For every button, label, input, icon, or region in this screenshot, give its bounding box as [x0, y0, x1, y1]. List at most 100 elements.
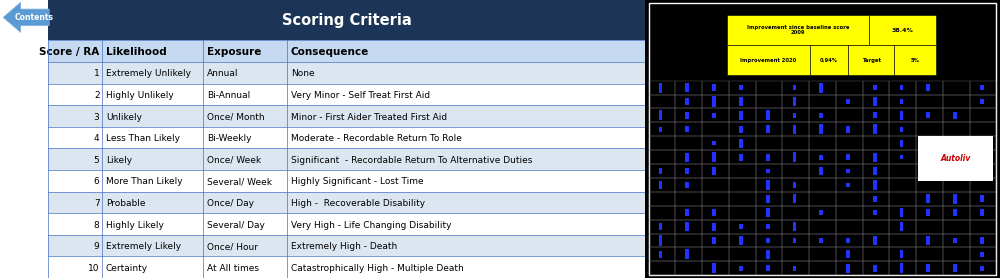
Bar — [836, 206, 863, 220]
Bar — [649, 108, 675, 122]
Bar — [926, 112, 930, 118]
Bar — [739, 85, 743, 90]
Bar — [727, 15, 869, 45]
Text: Once/ Week: Once/ Week — [207, 156, 261, 165]
Bar — [953, 167, 957, 175]
Bar — [809, 261, 836, 275]
Bar — [685, 126, 689, 132]
Bar — [659, 83, 662, 93]
Bar — [782, 95, 809, 108]
Bar — [766, 169, 770, 173]
Bar — [809, 206, 836, 220]
Bar — [48, 127, 645, 148]
Bar — [739, 126, 743, 133]
Bar — [980, 252, 984, 257]
Text: Autoliv: Autoliv — [940, 154, 971, 163]
Bar — [846, 183, 850, 187]
Bar — [980, 266, 984, 271]
Bar — [793, 266, 796, 271]
Bar — [712, 152, 716, 162]
Text: At All times: At All times — [207, 264, 259, 273]
Text: 7: 7 — [94, 199, 99, 208]
Bar — [943, 95, 970, 108]
Bar — [943, 108, 970, 122]
Bar — [756, 206, 782, 220]
Bar — [836, 136, 863, 150]
Bar — [702, 150, 729, 164]
Bar — [48, 105, 645, 127]
Bar — [819, 210, 823, 215]
Text: 5: 5 — [94, 156, 99, 165]
Bar — [916, 220, 943, 234]
Bar — [926, 153, 930, 161]
Bar — [712, 222, 716, 231]
Bar — [916, 178, 943, 192]
Bar — [793, 182, 796, 188]
Bar — [926, 264, 930, 272]
Text: Probable: Probable — [106, 199, 145, 208]
Bar — [916, 234, 943, 247]
Bar — [900, 208, 903, 217]
Bar — [873, 153, 877, 162]
Bar — [729, 81, 756, 95]
Bar — [953, 194, 957, 203]
Bar — [756, 164, 782, 178]
Bar — [702, 164, 729, 178]
Bar — [873, 85, 877, 90]
Text: Extremely Likely: Extremely Likely — [106, 242, 181, 251]
Bar — [659, 235, 662, 246]
Bar — [980, 99, 984, 104]
Bar — [926, 236, 930, 245]
Bar — [48, 256, 645, 278]
Bar — [894, 45, 936, 75]
Bar — [873, 97, 877, 106]
Bar — [729, 247, 756, 261]
Bar — [846, 99, 850, 104]
Bar — [756, 136, 782, 150]
Bar — [685, 168, 689, 174]
Text: Bi-Annual: Bi-Annual — [207, 91, 251, 100]
Bar — [782, 81, 809, 95]
Bar — [782, 122, 809, 136]
Bar — [943, 192, 970, 206]
Bar — [819, 155, 823, 160]
Polygon shape — [3, 2, 49, 33]
Bar — [970, 108, 996, 122]
Text: Once/ Hour: Once/ Hour — [207, 242, 258, 251]
Bar — [836, 150, 863, 164]
Bar — [729, 150, 756, 164]
Bar — [702, 122, 729, 136]
Text: Several/ Week: Several/ Week — [207, 177, 272, 186]
Bar — [863, 164, 889, 178]
Bar — [659, 181, 662, 189]
Bar — [889, 95, 916, 108]
Bar — [739, 111, 743, 120]
Bar — [953, 112, 957, 119]
Text: High -  Recoverable Disability: High - Recoverable Disability — [291, 199, 425, 208]
Bar — [970, 261, 996, 275]
Bar — [48, 192, 645, 213]
Bar — [970, 192, 996, 206]
Bar — [782, 150, 809, 164]
Bar — [729, 234, 756, 247]
Bar — [675, 247, 702, 261]
Bar — [953, 238, 957, 243]
Bar — [873, 112, 877, 118]
Bar — [846, 250, 850, 258]
Bar — [819, 238, 823, 243]
Bar — [873, 167, 877, 175]
Bar — [916, 164, 943, 178]
Text: Less Than Likely: Less Than Likely — [106, 134, 180, 143]
Bar — [793, 222, 796, 231]
Text: Highly Likely: Highly Likely — [106, 220, 164, 230]
Bar — [766, 125, 770, 133]
Bar — [926, 84, 930, 91]
Bar — [943, 178, 970, 192]
Bar — [729, 164, 756, 178]
Bar — [863, 95, 889, 108]
Bar — [702, 81, 729, 95]
Bar — [712, 96, 716, 106]
Bar — [48, 83, 645, 105]
Text: None: None — [291, 69, 315, 78]
Bar — [685, 153, 689, 162]
